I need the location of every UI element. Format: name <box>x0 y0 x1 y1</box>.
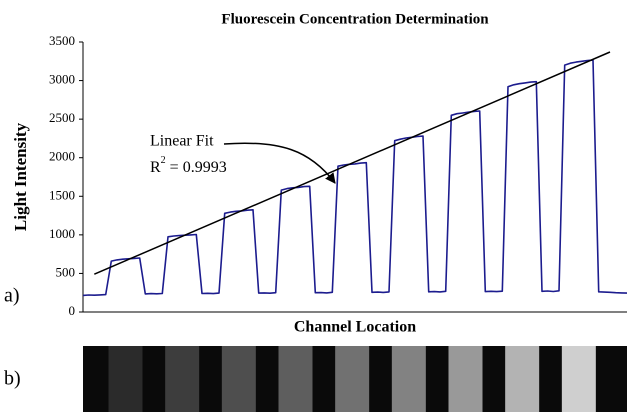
chart-title: Fluorescein Concentration Determination <box>221 11 489 27</box>
chart: Fluorescein Concentration Determination … <box>0 0 627 413</box>
panel-label: b) <box>4 368 21 390</box>
channel-band <box>165 346 199 412</box>
annotation: Linear Fit <box>150 133 214 150</box>
y-axis-title: Light Intensity <box>11 122 30 231</box>
y-tick-label: 1000 <box>49 226 75 241</box>
channel-band <box>222 346 256 412</box>
y-tick-label: 3000 <box>49 72 75 87</box>
x-axis-title: Channel Location <box>294 319 416 336</box>
channel-band <box>505 346 539 412</box>
annotation: R2= 0.9993 <box>150 155 227 175</box>
panel-label: a) <box>4 285 20 307</box>
channel-band <box>449 346 483 412</box>
data-line <box>83 60 627 295</box>
y-tick-label: 3500 <box>49 33 75 48</box>
y-tick-label: 2000 <box>49 149 75 164</box>
y-tick-label: 0 <box>69 303 76 318</box>
y-tick-label: 500 <box>56 264 76 279</box>
y-tick-label: 2500 <box>49 110 75 125</box>
channel-band <box>335 346 369 412</box>
channel-bands <box>109 346 596 412</box>
channel-band <box>279 346 313 412</box>
channel-band <box>562 346 596 412</box>
channel-band <box>392 346 426 412</box>
channel-band <box>109 346 143 412</box>
y-tick-label: 1500 <box>49 187 75 202</box>
